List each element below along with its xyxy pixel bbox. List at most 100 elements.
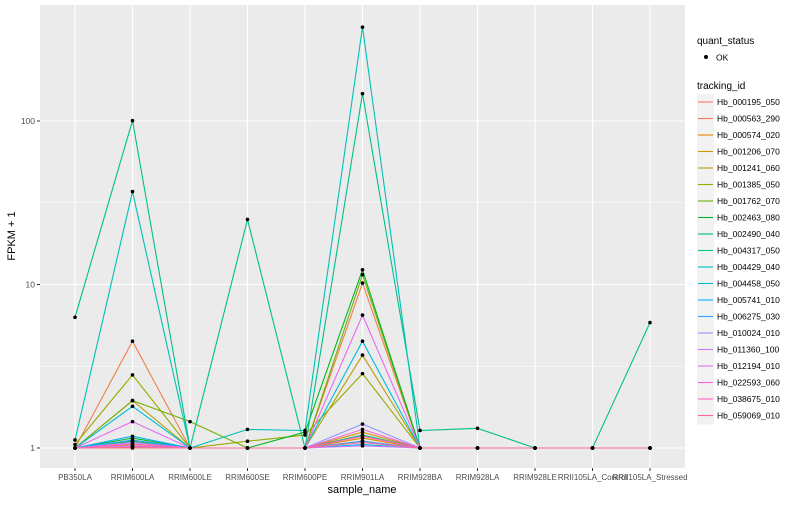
legend-item: Hb_012194_010 [697,358,780,375]
data-point [130,419,135,424]
data-point [130,404,135,409]
data-point [418,428,422,433]
legend-label: Hb_000563_290 [717,114,780,124]
axis-layer: 1 10 100 PB350LA RRIM600LA RRIM600LE RRIM600SE… [21,116,688,482]
x-axis-title: sample_name [327,484,396,496]
data-point [360,444,365,448]
data-point [130,442,135,446]
legend-item: Hb_001241_060 [697,160,780,177]
data-point [360,440,365,445]
data-point [303,433,307,437]
data-point [360,339,365,343]
x-tick-label: RRIM600LA [111,473,155,482]
legend-item: Hb_001206_070 [697,143,780,161]
legend-label: Hb_022593_060 [717,378,780,388]
legend-label: Hb_004458_050 [717,279,780,289]
data-point [130,445,135,450]
x-tick-label: RRIM600PE [283,473,327,482]
color-legend-title: tracking_id [697,81,745,92]
shape-legend-label: OK [716,53,729,63]
color-legend-items: Hb_000195_050 Hb_000563_290 Hb_000574_020 H… [697,94,780,425]
data-point [303,428,307,433]
data-point [648,446,652,450]
legend-item: Hb_010024_010 [697,325,780,342]
data-point [73,446,77,450]
data-point [245,446,250,450]
legend-item: Hb_011360_100 [697,341,780,359]
data-point [130,118,135,123]
data-point [130,189,135,194]
legend-point-key [704,55,708,59]
legend: quant_status OK tracking_id Hb_000195_05… [697,36,780,425]
legend-label: Hb_012194_010 [717,361,780,371]
legend-item: Hb_000563_290 [697,110,780,128]
data-point [360,371,365,376]
data-point [73,438,77,442]
legend-label: Hb_000574_020 [717,130,780,140]
legend-item: Hb_000574_020 [697,127,780,144]
legend-label: Hb_004429_040 [717,262,780,272]
data-point [188,419,192,424]
legend-item: Hb_002463_080 [697,209,780,227]
data-point [360,25,365,29]
legend-item: Hb_001762_070 [697,193,780,210]
point-layer [73,25,652,450]
data-point [360,313,365,317]
legend-item: Hb_004317_050 [697,242,780,260]
y-tick-label: 10 [26,280,36,290]
y-tick-label: 1 [30,443,35,453]
x-tick-label: RRIM600SE [225,473,269,482]
legend-item: Hb_005741_010 [697,292,780,309]
data-point [418,446,422,450]
legend-label: Hb_001241_060 [717,163,780,173]
x-tick-label: RRIM928BA [398,473,443,482]
legend-label: Hb_001206_070 [717,147,780,157]
legend-item: Hb_004458_050 [697,275,780,293]
legend-label: Hb_002463_080 [717,213,780,223]
data-point [130,339,135,343]
legend-label: Hb_002490_040 [717,229,780,239]
legend-item: Hb_006275_030 [697,308,780,326]
data-point [590,446,595,450]
legend-item: Hb_001385_050 [697,176,780,194]
x-tick-label: RRIM901LA [341,473,385,482]
x-tick-label: RRIM928LA [456,473,500,482]
x-tick-label: RRIM928LE [513,473,557,482]
data-point [360,272,365,277]
legend-label: Hb_001385_050 [717,180,780,190]
legend-item: Hb_002490_040 [697,226,780,243]
data-point [475,446,480,450]
data-point [130,373,135,377]
legend-item: Hb_004429_040 [697,259,780,276]
data-point [130,398,135,403]
data-point [130,438,135,442]
shape-legend-title: quant_status [697,36,754,47]
data-point [475,426,480,431]
data-point [188,446,192,450]
legend-label: Hb_004317_050 [717,246,780,256]
grid-layer [40,5,685,468]
data-point [73,442,77,447]
y-tick-label: 100 [21,116,35,126]
legend-item: Hb_000195_050 [697,94,780,111]
legend-label: Hb_010024_010 [717,328,780,338]
data-point [360,268,365,272]
x-tick-label: RRII105LA_Control [558,473,628,482]
shape-legend-item: OK [704,53,729,63]
data-point [303,446,307,450]
x-tick-label: RRII105LA_Stressed [612,473,687,482]
legend-item: Hb_038675_010 [697,391,780,408]
data-point [360,422,365,426]
x-tick-label: RRIM600LE [168,473,212,482]
data-point [130,434,135,439]
data-point [360,281,365,285]
legend-label: Hb_001762_070 [717,196,780,206]
data-point [245,427,250,432]
legend-label: Hb_038675_010 [717,394,780,404]
legend-label: Hb_059069_010 [717,411,780,421]
legend-label: Hb_006275_030 [717,312,780,322]
legend-item: Hb_022593_060 [697,374,780,392]
data-point [73,315,77,320]
